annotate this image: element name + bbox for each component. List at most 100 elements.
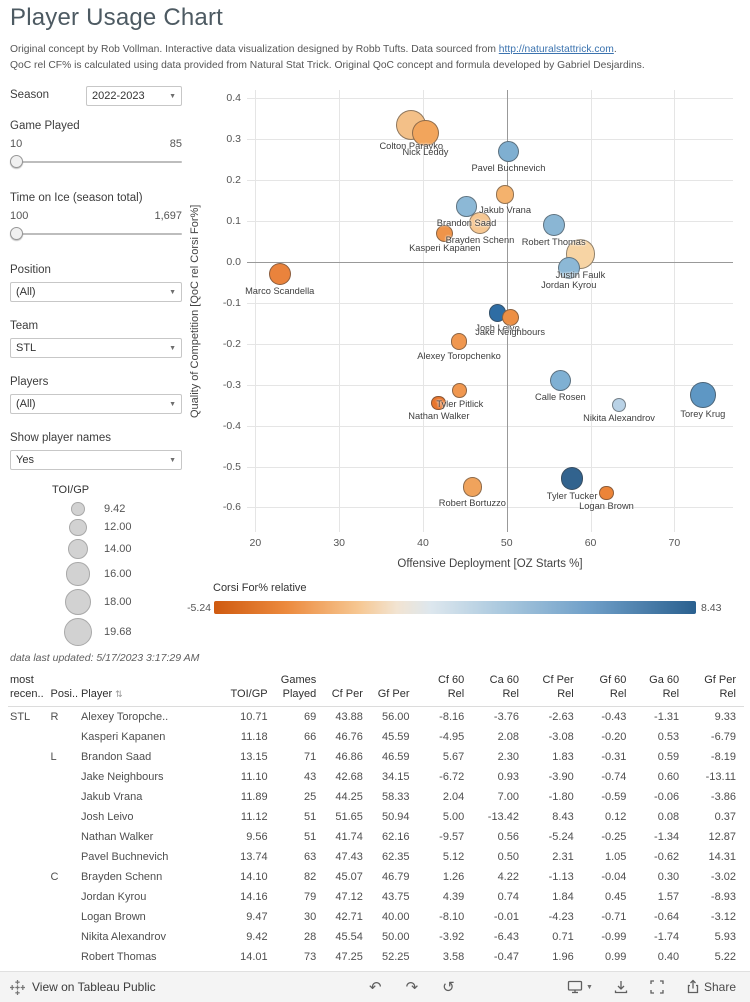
player-bubble[interactable] xyxy=(412,119,439,147)
team-filter-dropdown[interactable]: STL ▼ xyxy=(10,338,182,358)
table-row[interactable]: STL R Alexey Toropche.. 10.71 69 43.88 56.00 -8… xyxy=(8,706,744,727)
naturalstattrick-link[interactable]: http://naturalstattrick.com xyxy=(498,44,614,55)
undo-button[interactable]: ↶ xyxy=(369,977,382,996)
stat-cell: -1.80 xyxy=(548,790,574,803)
x-tick-label: 50 xyxy=(500,537,513,549)
table-row[interactable]: Josh Leivo 11.12 51 51.65 50.94 5.00 -13.42 8.4… xyxy=(8,807,744,827)
plot-area[interactable]: 20 30 40 50 60 70 0.4 0.3 0.2 0.1 0.0 -0.1 -0.2 -0.3 -… xyxy=(223,90,733,549)
player-bubble[interactable] xyxy=(450,333,468,350)
x-tick-label: 70 xyxy=(668,537,681,549)
stat-cell: 2.04 xyxy=(442,790,465,803)
credit-line: Original concept by Rob Vollman. Interac… xyxy=(10,44,617,55)
stat-cell: -3.02 xyxy=(710,870,736,883)
slider-handle[interactable] xyxy=(10,227,23,240)
x-axis-title: Offensive Deployment [OZ Starts %] xyxy=(397,558,583,570)
stat-cell: -6.79 xyxy=(710,730,736,743)
sort-icon[interactable]: ⇅ xyxy=(115,688,123,699)
player-bubble[interactable] xyxy=(560,467,584,491)
season-filter-dropdown[interactable]: 2022-2023 ▼ xyxy=(86,86,182,106)
stat-cell: 0.99 xyxy=(605,950,627,963)
column-header[interactable]: Player ⇅ xyxy=(78,674,229,707)
position-filter-dropdown[interactable]: (All) ▼ xyxy=(10,282,182,302)
player-bubble[interactable] xyxy=(690,382,716,408)
column-header[interactable]: Cf Per xyxy=(324,674,371,707)
team-cell xyxy=(8,947,49,967)
player-bubble[interactable] xyxy=(495,185,515,204)
players-filter-dropdown[interactable]: (All) ▼ xyxy=(10,394,182,414)
stat-cell: 51 xyxy=(304,830,317,843)
column-header[interactable]: Games Played xyxy=(275,674,325,707)
stat-cell: 9.33 xyxy=(714,710,736,723)
download-button[interactable] xyxy=(613,979,629,995)
table-row[interactable]: Robert Thomas 14.01 73 47.25 52.25 3.58 -0.47 1… xyxy=(8,947,744,967)
player-bubble[interactable] xyxy=(611,397,627,413)
team-cell xyxy=(8,887,49,907)
player-bubble[interactable] xyxy=(469,212,491,234)
table-row[interactable]: Jordan Kyrou 14.16 79 47.12 43.75 4.39 0.74 1.8… xyxy=(8,887,744,907)
y-tick-label: -0.1 xyxy=(222,296,241,309)
position-cell: L xyxy=(50,750,57,763)
stat-cell: 13.74 xyxy=(240,850,268,863)
table-row[interactable]: Jake Neighbours 11.10 43 42.68 34.15 -6.72 0.9… xyxy=(8,767,744,787)
team-cell xyxy=(8,807,49,827)
player-bubble[interactable] xyxy=(497,140,520,163)
table-row[interactable]: Logan Brown 9.47 30 42.71 40.00 -8.10 -0.01 -4.… xyxy=(8,907,744,927)
column-header[interactable]: Cf 60 Rel xyxy=(417,674,473,707)
player-cell: Jake Neighbours xyxy=(80,770,164,783)
table-row[interactable]: Pavel Buchnevich 13.74 63 47.43 62.35 5.12 0.5… xyxy=(8,847,744,867)
player-usage-scatter-chart: Quality of Competition [QoC rel Corsi Fo… xyxy=(185,80,750,580)
player-bubble[interactable] xyxy=(268,263,291,286)
table-row[interactable]: Nathan Walker 9.56 51 41.74 62.16 -9.57 0.56 -5… xyxy=(8,827,744,847)
slider-handle[interactable] xyxy=(10,155,23,168)
column-header[interactable]: Posi.. xyxy=(48,674,79,707)
table-row[interactable]: Kasperi Kapanen 11.18 66 46.76 45.59 -4.95 2.0… xyxy=(8,727,744,747)
size-value-label: 16.00 xyxy=(104,567,132,580)
table-row[interactable]: L Brandon Saad 13.15 71 46.86 46.59 5.67 2.30 1.… xyxy=(8,747,744,767)
player-cell: Pavel Buchnevich xyxy=(80,850,169,863)
device-layout-button[interactable]: ▼ xyxy=(567,979,593,995)
stat-cell: 47.12 xyxy=(335,890,363,903)
column-header[interactable]: TOI/GP xyxy=(228,674,276,707)
players-filter-label: Players xyxy=(10,376,49,388)
column-header[interactable]: Ca 60 Rel xyxy=(472,674,527,707)
fullscreen-button[interactable] xyxy=(649,979,665,995)
column-header[interactable]: most recen.. xyxy=(8,674,49,707)
stat-cell: 46.76 xyxy=(335,730,363,743)
players-filter-value: (All) xyxy=(16,398,36,410)
player-bubble[interactable] xyxy=(462,477,483,497)
view-on-tableau-public-link[interactable]: View on Tableau Public xyxy=(10,979,156,995)
table-row[interactable]: Nikita Alexandrov 9.42 28 45.54 50.00 -3.92 -6… xyxy=(8,927,744,947)
column-header[interactable]: Cf Per Rel xyxy=(526,674,582,707)
y-gridline xyxy=(247,507,733,509)
stat-cell: -0.47 xyxy=(493,950,519,963)
size-legend-item: 12.00 xyxy=(10,518,182,537)
player-bubble[interactable] xyxy=(557,257,580,279)
position-cell xyxy=(49,947,79,967)
column-header[interactable]: Gf 60 Rel xyxy=(581,674,635,707)
column-header[interactable]: Ga 60 Rel xyxy=(634,674,688,707)
team-cell xyxy=(8,747,49,767)
table-row[interactable]: Jakub Vrana 11.89 25 44.25 58.33 2.04 7.00 -1.8… xyxy=(8,787,744,807)
player-bubble[interactable] xyxy=(599,485,614,501)
share-button[interactable]: Share xyxy=(685,979,736,995)
stat-cell: 1.84 xyxy=(552,890,574,903)
column-header[interactable]: Gf Per Rel xyxy=(687,674,744,707)
reset-button[interactable]: ↺ xyxy=(442,977,455,996)
game-played-filter-label: Game Played xyxy=(10,120,80,132)
player-bubble[interactable] xyxy=(456,196,477,217)
player-bubble[interactable] xyxy=(436,224,454,242)
team-cell xyxy=(8,827,49,847)
show-names-filter-dropdown[interactable]: Yes ▼ xyxy=(10,450,182,470)
stat-cell: 30 xyxy=(304,910,317,923)
player-bubble[interactable] xyxy=(452,383,468,399)
redo-button[interactable]: ↷ xyxy=(405,977,419,996)
player-bubble[interactable] xyxy=(542,214,565,236)
player-bubble[interactable] xyxy=(431,395,447,411)
table-row[interactable]: C Brayden Schenn 14.10 82 45.07 46.79 1.26 4.22… xyxy=(8,867,744,887)
player-bubble[interactable] xyxy=(501,308,519,326)
player-bubble[interactable] xyxy=(549,370,571,392)
column-header[interactable]: Gf Per xyxy=(370,674,418,707)
stat-cell: 40.00 xyxy=(381,910,410,923)
player-cell: Nikita Alexandrov xyxy=(80,930,166,943)
team-cell xyxy=(8,907,49,927)
